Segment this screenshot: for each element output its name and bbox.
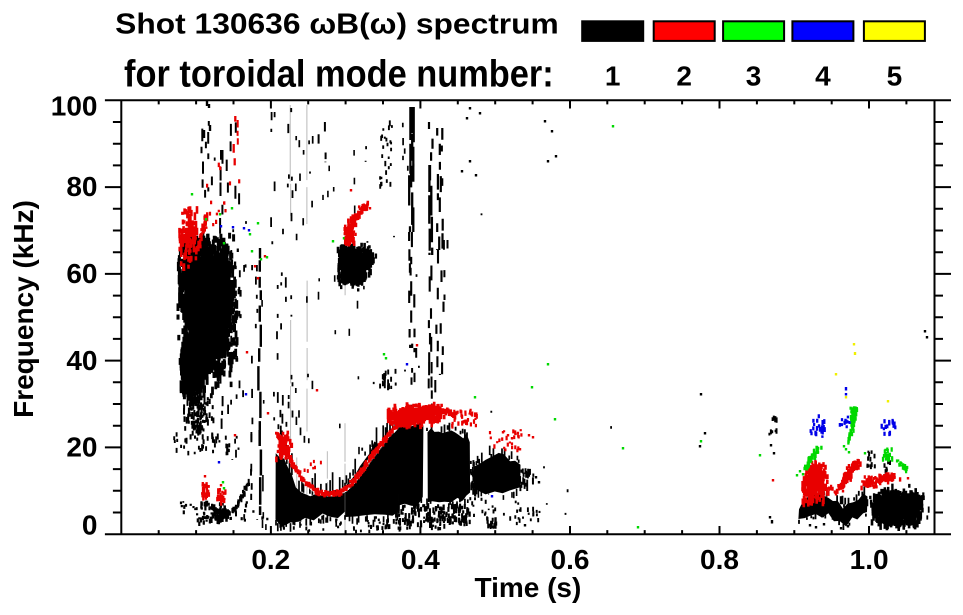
svg-text:100: 100 — [51, 91, 98, 122]
svg-text:1: 1 — [605, 61, 621, 92]
svg-text:0: 0 — [82, 510, 98, 541]
svg-text:0.8: 0.8 — [700, 544, 739, 575]
svg-text:1.0: 1.0 — [850, 544, 889, 575]
svg-text:0.6: 0.6 — [551, 544, 590, 575]
svg-text:40: 40 — [66, 345, 97, 376]
svg-text:60: 60 — [66, 258, 97, 289]
svg-text:Frequency (kHz): Frequency (kHz) — [8, 200, 39, 418]
svg-text:Shot 130636 ωB(ω) spectrum: Shot 130636 ωB(ω) spectrum — [115, 9, 559, 41]
svg-text:Time (s): Time (s) — [474, 572, 581, 603]
svg-text:5: 5 — [887, 61, 903, 92]
svg-text:3: 3 — [746, 61, 762, 92]
svg-text:2: 2 — [676, 61, 692, 92]
svg-text:80: 80 — [66, 171, 97, 202]
svg-text:for toroidal mode number:: for toroidal mode number: — [124, 54, 554, 96]
svg-text:0.4: 0.4 — [401, 544, 440, 575]
svg-text:4: 4 — [815, 61, 831, 92]
svg-text:20: 20 — [66, 432, 97, 463]
svg-text:0.2: 0.2 — [251, 544, 290, 575]
